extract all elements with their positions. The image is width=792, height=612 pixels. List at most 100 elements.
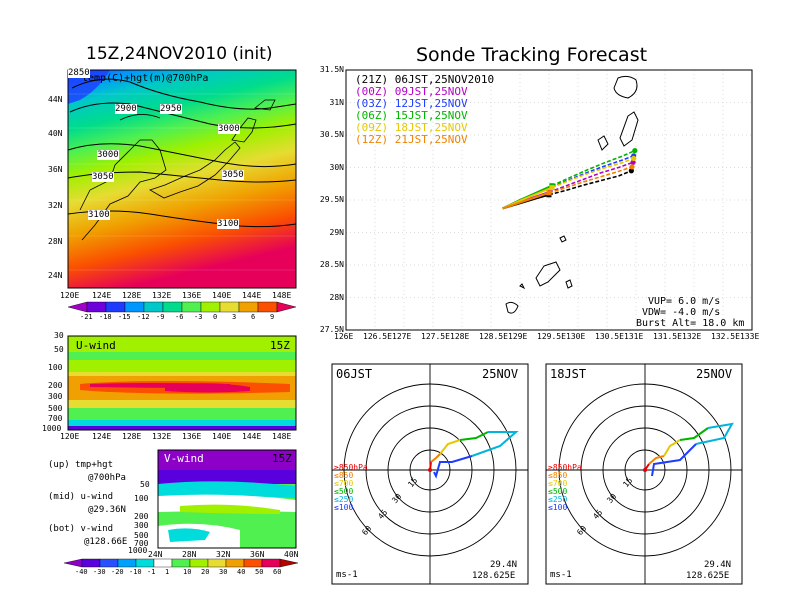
track-series-descent [551, 149, 636, 187]
uwind-p-label: 700 [48, 414, 63, 423]
vwind-lat-label: 40N [284, 550, 299, 559]
track-series-descent [548, 166, 633, 194]
contour-label: 3100 [217, 219, 239, 229]
hodo-right-lon: 128.625E [686, 571, 730, 581]
colorbar-tick-label: -15 [118, 313, 131, 321]
track-lat-label: 30N [329, 162, 344, 172]
map-lon-label: 128E [122, 291, 142, 300]
contour-label: 3000 [218, 124, 240, 134]
vwind-lat-label: 28N [182, 550, 197, 559]
vwind-lat-label: 32N [216, 550, 231, 559]
track-series-ascent [502, 191, 550, 210]
note-bot-sub: @128.66E [84, 537, 128, 547]
colorbar-tick-label: 30 [219, 568, 228, 576]
legend-entry-00z: (00Z) 09JST,25NOV [355, 85, 468, 98]
note-bot: (bot) v-wind [48, 524, 114, 534]
burst-text: Burst Alt= 18.0 km [636, 318, 745, 329]
colorbar-tick-label: -3 [194, 313, 203, 321]
colorbar-tick-label: 0 [213, 313, 218, 321]
track-lat-label: 31N [329, 97, 344, 107]
vwind-p-label: 1000 [128, 546, 148, 555]
landing-point [630, 159, 636, 165]
colorbar-tick-label: 3 [232, 313, 237, 321]
map-title: 15Z,24NOV2010 (init) [86, 44, 273, 64]
track-lat-label: 27.5N [319, 325, 344, 334]
track-lon-label: 129E [508, 332, 528, 341]
colorbar-swatch [276, 301, 297, 313]
uwind-label: U-wind [76, 339, 116, 352]
map-lon-label: 124E [92, 291, 112, 300]
colorbar-tick-label: -6 [175, 313, 184, 321]
uwind-p-label: 50 [54, 345, 64, 354]
colorbar-tick-label: 40 [237, 568, 246, 576]
track-lon-label: 132E [682, 332, 702, 341]
map-lon-label: 136E [182, 291, 202, 300]
track-lon-label: 131.5E [653, 332, 682, 341]
track-lat-label: 31.5N [319, 65, 344, 74]
track-lon-label: 131E [624, 332, 644, 341]
vwind-lat-label: 24N [148, 550, 163, 559]
hodo-left-time: 06JST [336, 367, 373, 381]
track-lon-label: 133E [740, 332, 760, 341]
track-series-descent [551, 157, 634, 189]
hodo-right-lat: 29.4N [704, 560, 732, 570]
uwind-p-label: 500 [48, 404, 63, 413]
landing-point [631, 155, 637, 161]
uwind-lon-label: 136E [182, 432, 202, 441]
uwind-p-label: 100 [48, 363, 63, 372]
map-lat-label: 44N [48, 95, 63, 104]
hodo-left-lat: 29.4N [490, 560, 518, 570]
note-mid: (mid) u-wind [48, 492, 114, 502]
track-lat-label: 29N [329, 227, 344, 237]
map-lon-label: 144E [242, 291, 262, 300]
colorbar-tick-label: 6 [251, 313, 256, 321]
legend-entry-06z: (06Z) 15JST,25NOV [355, 109, 468, 122]
colorbar-tick-label: -10 [129, 568, 142, 576]
track-lat-label: 29.5N [319, 195, 344, 204]
vwind-p-label: 200 [134, 512, 149, 521]
legend-entry-03z: (03Z) 12JST,25NOV [355, 97, 468, 110]
uwind-lon-label: 128E [122, 432, 142, 441]
track-series-descent [548, 170, 632, 196]
map-lon-label: 120E [60, 291, 80, 300]
map-lat-label: 40N [48, 129, 63, 138]
map-lat-label: 32N [48, 201, 63, 210]
colorbar-tick-label: 50 [255, 568, 264, 576]
track-lat-label: 28.5N [319, 260, 344, 269]
uwind-p-label: 30 [54, 331, 64, 340]
colorbar-tick-label: -40 [75, 568, 88, 576]
vwind-lat-label: 36N [250, 550, 265, 559]
landing-point [628, 168, 634, 174]
contour-label: 2900 [115, 104, 137, 114]
burst-point [546, 190, 552, 196]
uwind-time: 15Z [270, 339, 290, 352]
colorbar-tick-label: -1 [147, 568, 156, 576]
vwind-p-label: 50 [140, 480, 150, 489]
track-lat-label: 28N [329, 292, 344, 302]
map-lon-label: 140E [212, 291, 232, 300]
contour-label: 2850 [68, 68, 90, 78]
track-lon-label: 127E [392, 332, 412, 341]
colorbar-tick-label: -12 [137, 313, 150, 321]
colorbar-tick-label: 60 [273, 568, 282, 576]
hodo-right-time: 18JST [550, 367, 587, 381]
uwind-lon-label: 124E [92, 432, 112, 441]
legend-entry-09z: (09Z) 18JST,25NOV [355, 121, 468, 134]
colorbar-swatch [279, 558, 299, 568]
uwind-lon-label: 132E [152, 432, 172, 441]
track-lon-label: 126.5E [363, 332, 392, 341]
legend-entry-12z: (12Z) 21JST,25NOV [355, 133, 468, 146]
colorbar-tick-label: -20 [111, 568, 124, 576]
uwind-p-label: 300 [48, 392, 63, 401]
map-subtitle: temp(C)+hgt(m)@700hPa [82, 73, 209, 84]
note-up-sub: @700hPa [88, 473, 126, 483]
vup-text: VUP= 6.0 m/s [648, 296, 721, 307]
map-lat-label: 36N [48, 165, 63, 174]
uwind-lon-label: 140E [212, 432, 232, 441]
vdw-text: VDW= -4.0 m/s [642, 307, 721, 318]
